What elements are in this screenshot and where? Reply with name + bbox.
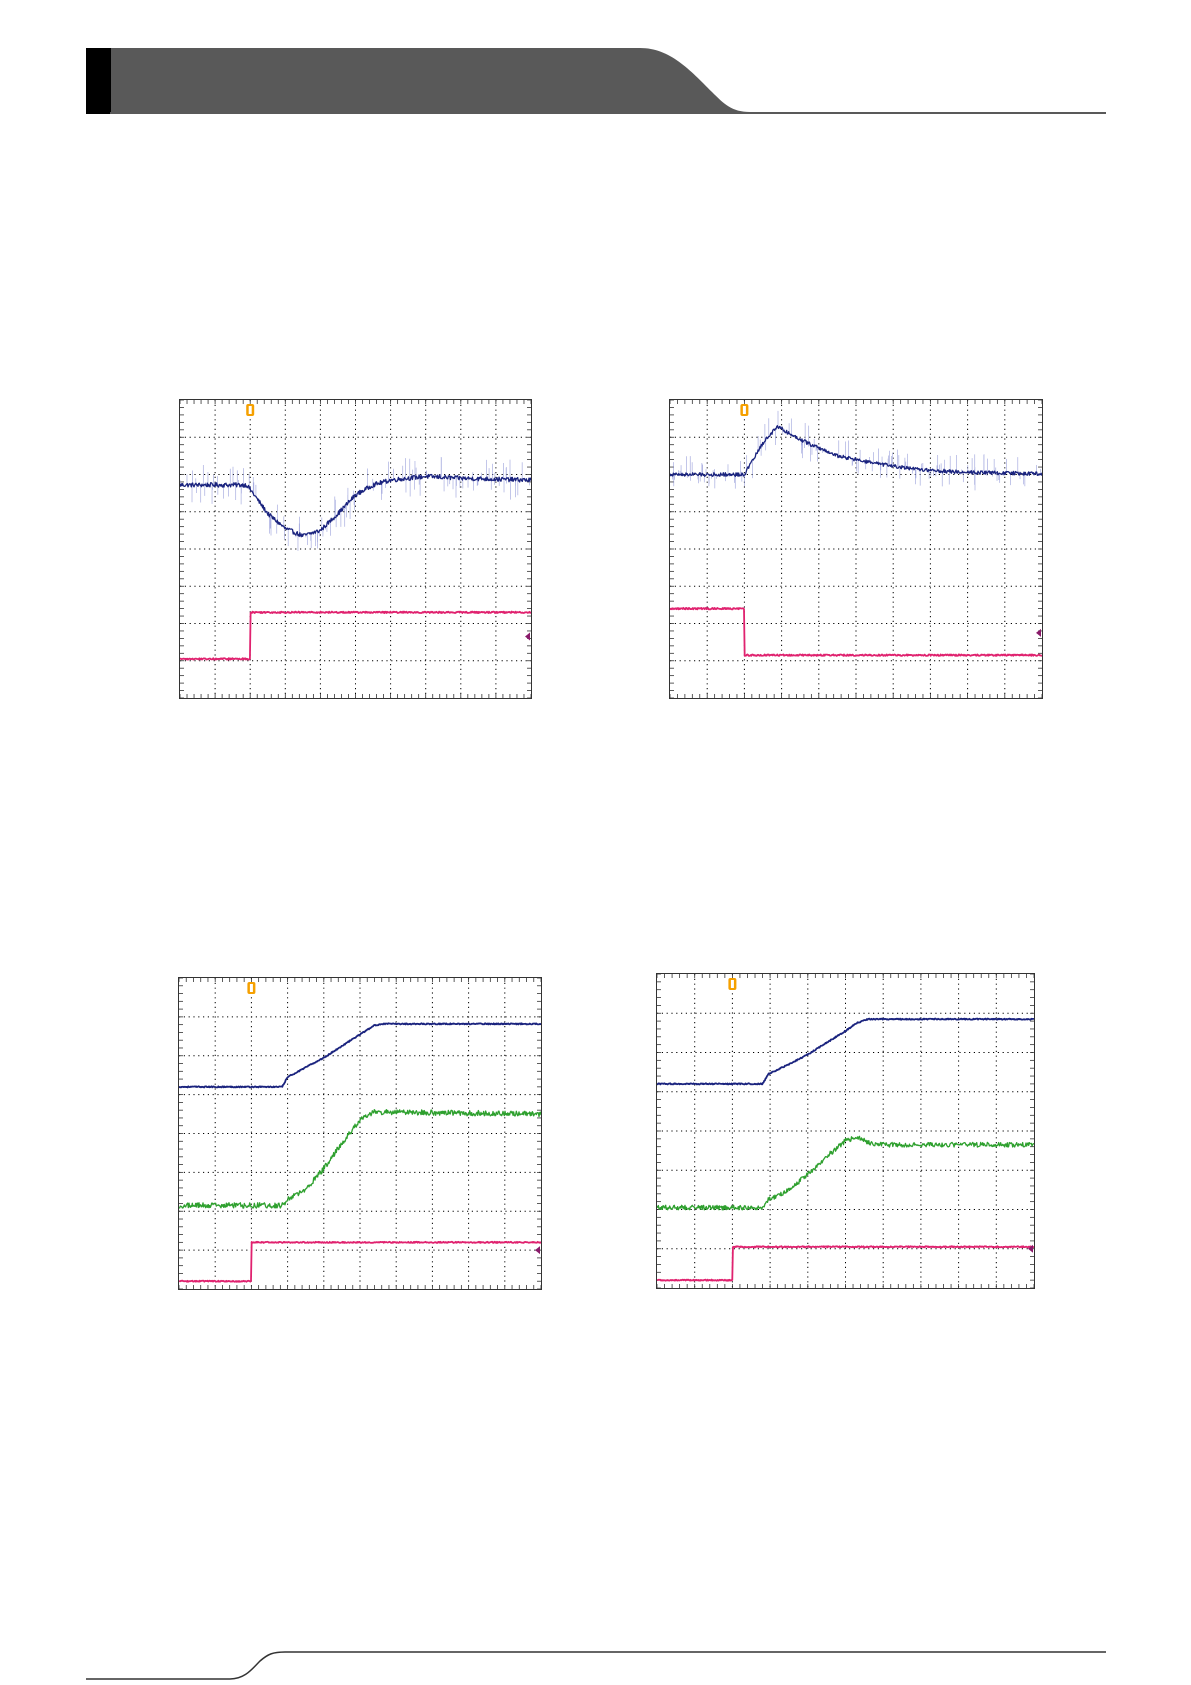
reference-marker bbox=[1028, 1244, 1033, 1253]
grid bbox=[180, 400, 531, 698]
trigger-marker bbox=[246, 404, 255, 416]
series-ch_green bbox=[179, 1108, 541, 1209]
border-ticks bbox=[657, 974, 1034, 1288]
series-ch_blue bbox=[179, 1022, 541, 1089]
footer-band bbox=[86, 1651, 1106, 1680]
header-band bbox=[86, 48, 1106, 114]
grid bbox=[670, 400, 1042, 698]
reference-marker bbox=[1036, 628, 1041, 637]
chart-svg bbox=[179, 978, 541, 1289]
border-ticks bbox=[179, 978, 541, 1289]
waveform-trace bbox=[180, 610, 531, 661]
series-ch_pink bbox=[657, 1245, 1034, 1282]
chart-svg bbox=[670, 400, 1042, 698]
header-tab bbox=[86, 48, 111, 114]
grid bbox=[657, 974, 1034, 1288]
waveform-trace bbox=[670, 425, 1042, 477]
trigger-marker-notch bbox=[742, 406, 746, 414]
series-ch_blue bbox=[657, 1017, 1034, 1086]
chart-svg bbox=[180, 400, 531, 698]
oscilloscope-chart-2 bbox=[669, 399, 1043, 699]
trigger-marker-notch bbox=[730, 980, 734, 988]
waveform-spikes bbox=[672, 410, 1042, 491]
waveform-trace bbox=[179, 1240, 541, 1283]
oscilloscope-chart-1 bbox=[179, 399, 532, 699]
series-ch_green bbox=[657, 1135, 1034, 1211]
waveform-trace bbox=[657, 1245, 1034, 1282]
waveform-trace bbox=[657, 1135, 1034, 1211]
reference-marker bbox=[525, 632, 530, 641]
series-ch_blue bbox=[670, 410, 1042, 491]
border-ticks bbox=[180, 400, 531, 698]
chart-svg bbox=[657, 974, 1034, 1288]
header-banner bbox=[110, 48, 750, 112]
oscilloscope-chart-3 bbox=[178, 977, 542, 1290]
waveform-trace bbox=[179, 1108, 541, 1209]
series-ch_pink bbox=[179, 1240, 541, 1283]
waveform-trace bbox=[670, 606, 1042, 657]
trigger-marker-notch bbox=[249, 984, 253, 992]
trigger-marker bbox=[728, 978, 737, 990]
reference-marker bbox=[535, 1246, 540, 1255]
waveform-spikes bbox=[180, 457, 530, 551]
footer-rule bbox=[86, 1651, 1106, 1680]
border-ticks bbox=[670, 400, 1042, 698]
trigger-marker bbox=[740, 404, 749, 416]
waveform-trace bbox=[179, 1022, 541, 1089]
waveform-trace bbox=[180, 473, 531, 538]
series-ch_blue bbox=[180, 457, 531, 551]
series-ch_pink bbox=[670, 606, 1042, 657]
oscilloscope-chart-4 bbox=[656, 973, 1035, 1289]
waveform-trace bbox=[657, 1017, 1034, 1086]
series-ch_pink bbox=[180, 610, 531, 661]
trigger-marker-notch bbox=[248, 406, 252, 414]
trigger-marker bbox=[247, 982, 256, 994]
